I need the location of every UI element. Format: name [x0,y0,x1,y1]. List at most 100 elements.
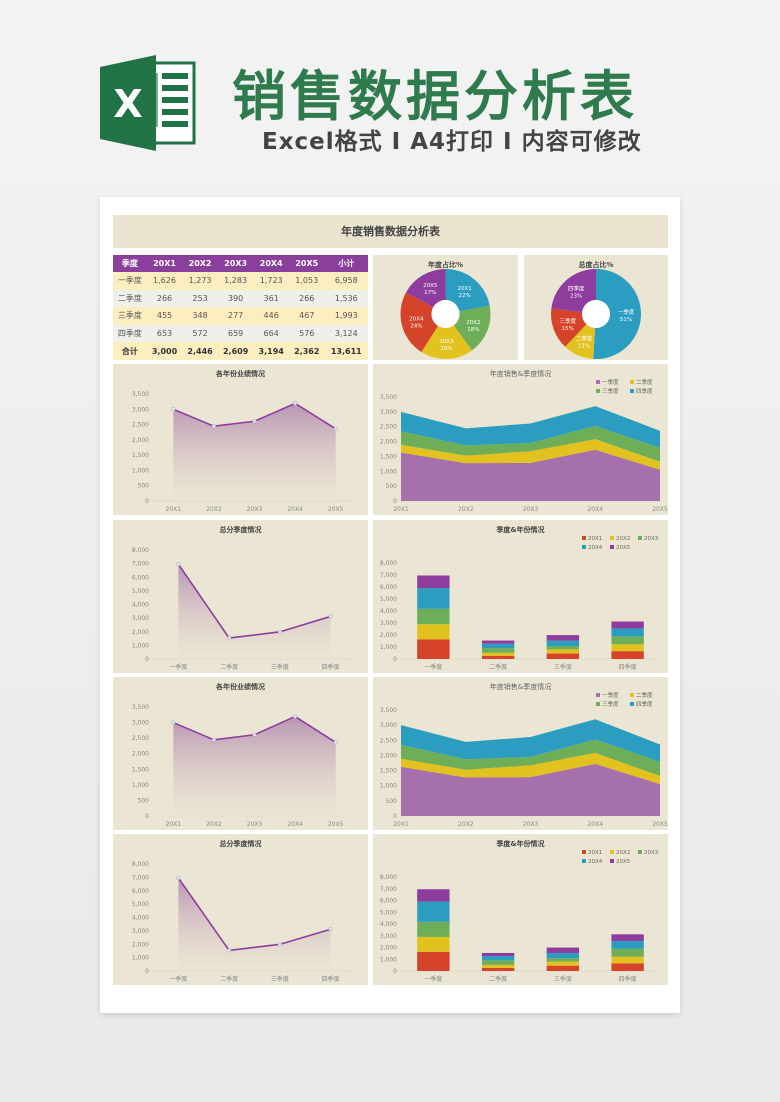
data-point [277,942,282,947]
pie-chart-panel: 总度占比% 一季度 51% 二季度 11% 三季度 15% 四季度 23% [524,255,668,360]
y-tick-label: 0 [393,656,397,663]
y-tick-label: 3,500 [380,707,397,714]
x-tick-label: 四季度 [322,663,340,671]
slice-label: 20X2 [466,320,480,326]
y-tick-label: 0 [393,968,397,975]
table-cell: 253 [182,289,218,308]
table-cell: 1,536 [324,289,368,308]
chart-title: 总分季度情况 [220,839,262,848]
data-point [293,401,298,406]
x-tick-label: 20X5 [328,506,344,513]
y-tick-label: 7,000 [380,886,397,893]
y-tick-label: 500 [386,798,398,805]
y-tick-label: 1,500 [380,453,397,460]
y-tick-label: 500 [386,483,398,490]
y-tick-label: 2,000 [380,632,397,639]
line-area-fill [173,403,336,501]
data-point [328,614,333,619]
column-header: 季度 [113,255,147,272]
data-point [252,419,257,424]
table-cell: 277 [217,307,254,325]
area-series [401,719,660,762]
chart-title: 各年份业绩情况 [215,369,265,378]
x-tick-label: 20X2 [206,821,222,828]
line-chart-panel: 各年份业绩情况 0 500 1,000 1,500 2,000 2,500 3,000 3,50… [113,677,368,830]
pie-slice [453,305,491,351]
chart-title: 总度占比% [578,260,613,269]
y-tick-label: 6,000 [380,584,397,591]
line-chart: 各年份业绩情况 0 500 1,000 1,500 2,000 2,500 3,000 3,50… [132,682,356,828]
table-cell: 455 [146,307,183,325]
y-tick-label: 2,500 [380,737,397,744]
bar-segment [611,963,644,971]
slice-label: 二季度 [576,335,593,343]
y-tick-label: 2,000 [380,439,397,446]
area-series [401,739,660,777]
data-point [277,629,282,634]
legend-swatch [596,389,600,393]
table-cell: 3,000 [146,342,183,360]
y-tick-label: 4,000 [380,608,397,615]
pie-chart-panel: 年度占比% 20X1 22% 20X2 18% 20X3 19% 20X4 24% 20X5 17% [373,255,518,360]
bar-segment [546,947,580,954]
area-series [401,449,660,501]
x-tick-label: 20X1 [166,821,182,828]
pie-slice [421,325,472,359]
bar-segment [481,652,515,656]
x-tick-label: 一季度 [169,663,187,671]
line-chart: 总分季度情况 0 1,000 2,000 3,000 4,000 5,000 6,000 7,0… [132,839,356,983]
slice-value: 51% [620,317,632,323]
x-tick-label: 四季度 [619,663,637,671]
table-cell: 三季度 [113,307,147,325]
bar-segment [481,640,515,644]
data-point [227,636,232,641]
y-tick-label: 3,000 [132,406,149,413]
y-tick-label: 1,000 [380,956,397,963]
legend-label: 一季度 [602,691,619,699]
slice-value: 22% [459,293,471,299]
line-chart: 各年份业绩情况 0 500 1,000 1,500 2,000 2,500 3,000 3,50… [132,369,356,513]
x-tick-label: 20X1 [393,821,409,828]
chart-title: 各年份业绩情况 [215,682,265,691]
x-tick-label: 20X4 [587,506,603,513]
pie-slice [551,269,596,313]
legend-label: 20X3 [644,536,659,542]
data-point [176,562,181,567]
y-tick-label: 8,000 [132,861,149,868]
bar-segment [546,965,580,971]
y-tick-label: 2,500 [380,424,397,431]
y-tick-label: 4,000 [132,915,149,922]
table-cell: 2,609 [217,342,254,360]
y-tick-label: 3,500 [380,394,397,401]
legend-label: 20X5 [616,545,631,551]
data-point [333,740,338,745]
column-header: 小计 [324,255,368,272]
legend-swatch [630,389,634,393]
table-cell: 2,446 [182,342,218,360]
data-point [171,720,176,725]
pie-slice [400,292,438,352]
slice-label: 三季度 [560,317,577,325]
legend-swatch [610,850,614,854]
legend-label: 20X1 [588,850,602,856]
slice-label: 20X5 [423,283,438,289]
y-tick-label: 0 [393,813,397,820]
bar-segment [611,621,644,629]
x-tick-label: 20X3 [523,821,539,828]
table-cell: 3,194 [253,342,289,360]
line-chart-panel: 总分季度情况 0 1,000 2,000 3,000 4,000 5,000 6,000 7,0… [113,834,368,985]
donut-hole [431,300,460,328]
x-tick-label: 20X5 [652,821,668,828]
y-tick-label: 3,500 [132,704,149,711]
table-row: 二季度 266 253 390 361 266 1,536 [113,289,368,308]
y-tick-label: 2,500 [132,422,149,429]
bar-segment [546,635,580,641]
sales-table: 季度 20X1 20X2 20X3 20X4 20X5 小计 一季度 1,626 1,273 1,… [113,255,368,360]
column-header: 20X1 [146,255,183,272]
y-tick-label: 2,000 [132,629,149,636]
table-cell: 572 [182,324,218,343]
y-tick-label: 2,000 [380,945,397,952]
pie-slice [551,308,587,347]
legend-label: 四季度 [636,387,653,395]
line-chart-panel: 各年份业绩情况 0 500 1,000 1,500 2,000 2,500 3,000 3,50… [113,364,368,515]
